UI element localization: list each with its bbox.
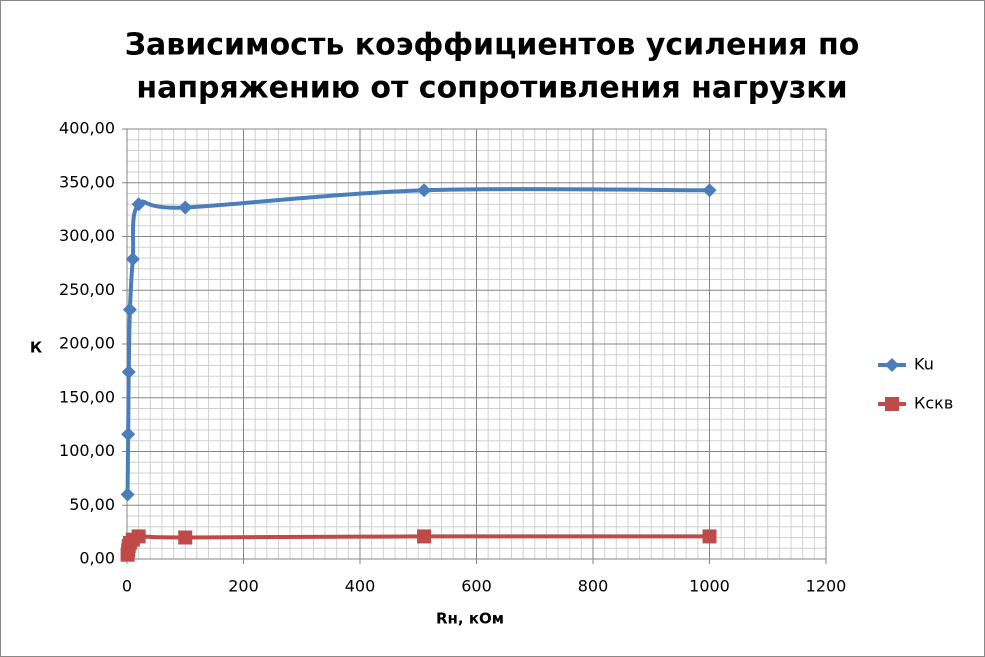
marker [178,530,193,545]
chart-title: напряжению от сопротивления нагрузки [136,71,847,106]
marker [417,529,432,544]
y-tick-label: 200,00 [59,334,115,353]
x-axis-label: Rн, кОм [436,610,504,628]
marker [125,252,140,267]
marker [702,183,717,198]
marker [885,397,899,411]
y-tick-label: 350,00 [59,172,115,191]
y-tick-label: 0,00 [79,549,115,568]
marker [120,487,135,502]
marker [122,302,137,317]
plot-area-border [126,128,827,560]
marker [121,427,136,442]
y-tick-label: 400,00 [59,119,115,138]
marker [885,358,899,372]
x-tick-label: 400 [345,577,376,596]
x-tick-label: 0 [122,577,132,596]
legend-label: Кскв [914,394,953,413]
y-tick-label: 50,00 [69,495,115,514]
x-tick-label: 200 [228,577,259,596]
legend-label: Ku [914,355,934,374]
x-tick-label: 1000 [689,577,730,596]
y-tick-label: 100,00 [59,441,115,460]
y-tick-label: 250,00 [59,280,115,299]
x-tick-label: 1200 [806,577,847,596]
marker [131,529,146,544]
marker [178,200,193,215]
y-axis-label: К [30,339,43,357]
chart-title: Зависимость коэффициентов усиления по [125,28,860,63]
y-tick-label: 150,00 [59,387,115,406]
marker [417,183,432,198]
x-tick-label: 800 [578,577,609,596]
x-tick-label: 600 [461,577,492,596]
marker [702,529,717,544]
y-tick-label: 300,00 [59,226,115,245]
marker [121,364,136,379]
marker [131,197,146,212]
